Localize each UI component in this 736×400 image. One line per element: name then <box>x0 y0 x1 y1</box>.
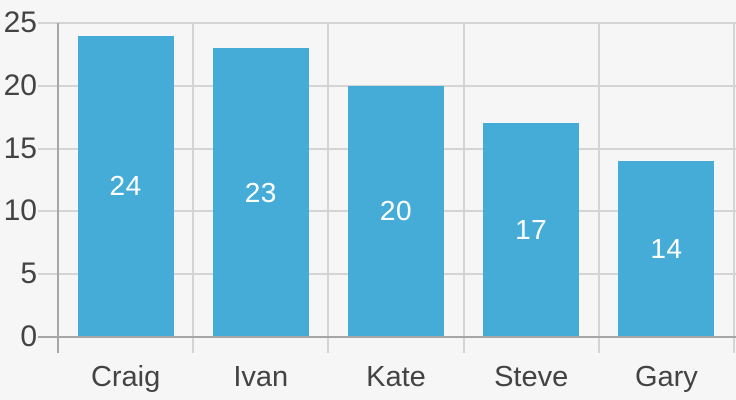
y-axis-tick-label: 15 <box>3 131 37 165</box>
bar-value-label: 14 <box>650 233 683 265</box>
x-gridline <box>327 23 330 353</box>
y-axis-tick-label: 25 <box>3 6 37 39</box>
bar-value-label: 23 <box>244 176 277 208</box>
y-axis-line <box>57 23 59 353</box>
x-axis-category-label: Craig <box>90 361 161 393</box>
bar-gary <box>618 161 715 337</box>
bar-ivan <box>212 48 309 337</box>
x-axis-category-label: Gary <box>634 361 698 393</box>
y-axis-tick-label: 20 <box>3 68 37 102</box>
y-axis-tick-label: 0 <box>20 320 37 353</box>
x-gridline <box>462 23 465 353</box>
y-axis-tick-label: 5 <box>20 257 37 291</box>
x-axis-category-label: Kate <box>366 361 426 393</box>
bar-kate <box>348 85 444 337</box>
bar-value-label: 24 <box>109 170 142 202</box>
x-axis-category-label: Steve <box>494 361 569 393</box>
y-axis-tick-label: 10 <box>3 194 37 228</box>
x-gridline <box>192 23 195 353</box>
bar-value-label: 20 <box>379 195 413 227</box>
x-axis-category-label: Ivan <box>233 361 289 393</box>
bar-value-label: 17 <box>515 214 548 246</box>
x-axis-line <box>38 336 736 338</box>
y-gridline <box>38 22 736 24</box>
x-gridline <box>597 23 600 353</box>
x-gridline <box>733 23 735 353</box>
bar-steve <box>483 123 580 337</box>
bar-craig <box>77 35 174 337</box>
